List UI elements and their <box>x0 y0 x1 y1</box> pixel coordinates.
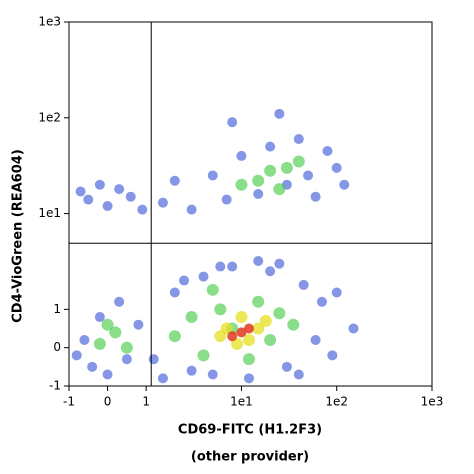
event-point <box>71 350 82 361</box>
event-point <box>186 204 197 215</box>
event-point <box>101 318 114 331</box>
y-tick-label: 1 <box>53 302 61 316</box>
event-point <box>252 295 265 308</box>
event-point <box>331 162 342 173</box>
event-point <box>274 258 285 269</box>
plot-frame <box>68 21 433 387</box>
event-point <box>273 307 286 320</box>
event-point <box>137 204 148 215</box>
event-point <box>236 150 247 161</box>
event-point <box>227 331 238 342</box>
x-tick-label: 0 <box>104 395 112 409</box>
event-point <box>125 191 136 202</box>
event-point <box>79 335 90 346</box>
event-point <box>93 337 106 350</box>
event-point <box>169 287 180 298</box>
y-tick-label: -1 <box>49 379 61 393</box>
event-point <box>168 330 181 343</box>
event-point <box>310 191 321 202</box>
event-point <box>215 261 226 272</box>
y-axis-title: CD4-VioGreen (REA604) <box>11 149 26 323</box>
event-point <box>207 369 218 380</box>
event-point <box>186 365 197 376</box>
event-point <box>133 319 144 330</box>
x-axis-title: CD69-FITC (H1.2F3) <box>178 423 322 438</box>
y-tick-label: 1e2 <box>38 110 61 124</box>
event-point <box>207 170 218 181</box>
event-point <box>102 369 113 380</box>
event-point <box>348 323 359 334</box>
event-point <box>264 334 277 347</box>
event-point <box>87 361 98 372</box>
event-point <box>75 186 86 197</box>
event-point <box>253 255 264 266</box>
event-point <box>114 184 125 195</box>
event-point <box>235 311 248 324</box>
x-axis-subtitle: (other provider) <box>191 450 309 465</box>
x-tick-label: -1 <box>63 395 75 409</box>
event-point <box>227 261 238 272</box>
points <box>71 108 359 384</box>
event-point <box>185 311 198 324</box>
event-point <box>327 350 338 361</box>
event-point <box>83 194 94 205</box>
event-point <box>280 161 293 174</box>
event-point <box>214 330 227 343</box>
event-point <box>298 279 309 290</box>
y-tick-label: 0 <box>53 340 61 354</box>
event-point <box>121 354 132 365</box>
event-point <box>322 146 333 157</box>
event-point <box>303 170 314 181</box>
event-point <box>252 322 265 335</box>
event-point <box>198 271 209 282</box>
event-point <box>231 337 244 350</box>
event-point <box>273 183 286 196</box>
event-point <box>265 266 276 277</box>
event-point <box>243 323 254 334</box>
event-point <box>287 318 300 331</box>
event-point <box>169 175 180 186</box>
event-point <box>339 179 350 190</box>
event-point <box>157 373 168 384</box>
event-point <box>94 312 105 323</box>
event-point <box>292 155 305 168</box>
event-point <box>264 164 277 177</box>
event-point <box>148 354 159 365</box>
event-point <box>243 373 254 384</box>
event-point <box>114 296 125 307</box>
event-point <box>102 200 113 211</box>
event-point <box>331 287 342 298</box>
event-point <box>259 314 272 327</box>
event-point <box>236 327 247 338</box>
event-point <box>242 353 255 366</box>
event-point <box>109 326 122 339</box>
x-tick-label: 1e2 <box>325 395 348 409</box>
event-point <box>120 341 133 354</box>
event-point <box>94 179 105 190</box>
event-point <box>274 108 285 119</box>
event-point <box>242 334 255 347</box>
x-tick-label: 1 <box>142 395 150 409</box>
event-point <box>253 189 264 200</box>
event-point <box>157 197 168 208</box>
event-point <box>221 194 232 205</box>
event-point <box>179 275 190 286</box>
event-point <box>252 174 265 187</box>
event-point <box>265 141 276 152</box>
event-point <box>293 134 304 145</box>
event-point <box>316 296 327 307</box>
event-point <box>310 335 321 346</box>
event-point <box>235 178 248 191</box>
event-point <box>281 361 292 372</box>
event-point <box>197 349 210 362</box>
x-tick-label: 1e3 <box>421 395 444 409</box>
event-point <box>206 283 219 296</box>
y-tick-label: 1e3 <box>38 15 61 29</box>
event-point <box>227 117 238 128</box>
y-tick-label: 1e1 <box>38 206 61 220</box>
x-tick-label: 1e1 <box>230 395 253 409</box>
event-point <box>214 303 227 316</box>
event-point <box>293 369 304 380</box>
